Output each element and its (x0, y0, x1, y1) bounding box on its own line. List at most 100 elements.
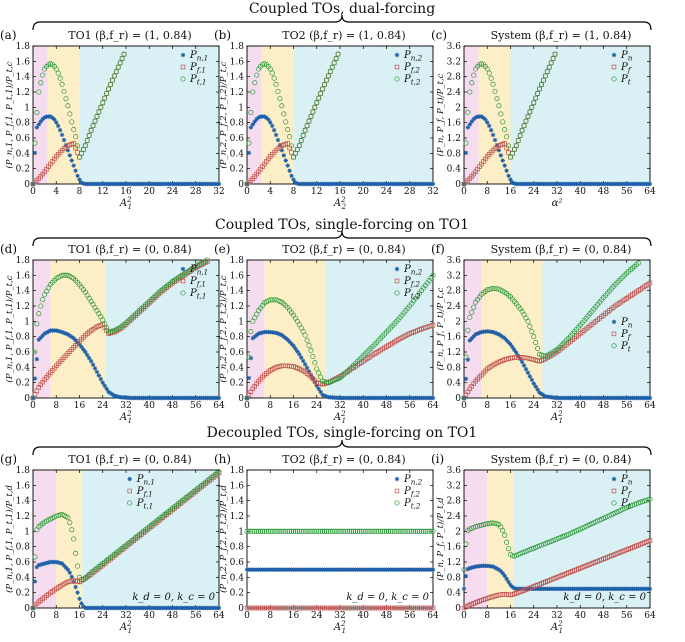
region-3 (105, 260, 219, 398)
x-tick-label: 48 (598, 401, 610, 411)
data-point (265, 528, 271, 534)
data-point (508, 342, 513, 347)
x-tick-label: 40 (575, 611, 587, 621)
data-point (484, 66, 490, 72)
data-point (73, 584, 78, 590)
data-point (413, 528, 419, 534)
data-point (506, 143, 512, 149)
region-3 (82, 470, 219, 608)
x-tick-label: 48 (167, 611, 179, 621)
panel-c: 0 8 16 24 32 40 48 56 64 0 0.4 0.8 1.2 1.6 2 2.4 2.8 3.2 3… (431, 28, 656, 209)
data-point (48, 114, 53, 119)
legend-marker (394, 52, 400, 58)
data-point (523, 366, 529, 372)
region-1 (33, 260, 51, 398)
data-point (513, 143, 519, 149)
data-point (471, 564, 476, 570)
data-point (469, 309, 475, 315)
legend: Pn,2Pf,2Pt,2 (394, 264, 423, 301)
x-tick-label: 24 (167, 187, 179, 197)
data-point (389, 528, 395, 534)
panel-g: 0 8 16 24 32 40 48 56 64 0 0.2 0.4 0.6 0.8 1 1.2 1.4 1.6 1… (0, 452, 225, 635)
legend: Pn,1Pf,1Pt,1 (180, 264, 208, 301)
data-point (281, 528, 287, 534)
x-tick-label: 40 (144, 401, 156, 411)
data-point (525, 318, 531, 324)
y-tick-label: 0.8 (16, 119, 31, 129)
data-point (356, 528, 362, 534)
data-point (331, 528, 337, 534)
data-point (540, 77, 546, 83)
data-point (418, 528, 424, 534)
data-point (36, 122, 42, 127)
data-point (256, 331, 261, 336)
data-point (36, 89, 42, 95)
legend-marker (180, 266, 186, 272)
x-tick-label: 24 (528, 187, 540, 197)
data-point (323, 528, 329, 534)
data-point (297, 352, 302, 357)
x-tick-label: 16 (334, 187, 346, 197)
data-point (121, 51, 127, 57)
data-point (77, 596, 82, 601)
x-tick-label: 8 (484, 187, 490, 197)
data-point (254, 332, 259, 338)
data-point (54, 559, 59, 565)
y-tick-label: 1 (238, 527, 244, 537)
legend-marker (394, 500, 400, 506)
data-point (59, 329, 65, 335)
y-tick-label: 1.8 (16, 42, 31, 52)
panel-letter: (i) (431, 452, 444, 466)
data-point (525, 370, 531, 375)
legend-marker (611, 500, 617, 506)
x-tick-label: 40 (575, 401, 587, 411)
y-tick-label: 3.2 (447, 481, 461, 491)
data-point (465, 327, 471, 333)
data-point (467, 338, 473, 343)
data-point (535, 387, 540, 392)
data-point (69, 574, 74, 580)
data-point (281, 111, 287, 117)
data-point (55, 560, 61, 565)
data-point (492, 286, 498, 292)
data-point (295, 349, 300, 354)
data-point (271, 297, 277, 303)
y-tick-label: 0.8 (16, 333, 31, 343)
data-point (299, 355, 304, 360)
series-p-t-1 (30, 51, 127, 187)
data-point (308, 347, 314, 354)
data-point (102, 95, 108, 101)
data-point (521, 363, 527, 368)
series-p-f-2 (244, 605, 436, 611)
x-tick-label: 32 (334, 611, 345, 621)
row-2-brace (32, 230, 652, 247)
data-point (106, 86, 112, 92)
data-point (506, 546, 512, 552)
x-tick-label: 8 (484, 611, 490, 621)
y-tick-label: 1.4 (16, 73, 31, 83)
data-point (32, 376, 38, 381)
y-tick-label: 1.6 (230, 271, 245, 281)
data-point (281, 334, 287, 339)
data-point (500, 528, 506, 534)
data-point (100, 100, 106, 106)
legend-marker (611, 319, 617, 325)
y-axis-label: (P_n, P_f, P_t)/P_t,c (435, 73, 446, 156)
data-point (488, 286, 494, 292)
data-point (40, 72, 46, 78)
data-point (506, 579, 511, 585)
legend-marker (611, 52, 617, 58)
data-point (320, 528, 326, 534)
data-point (86, 355, 92, 361)
data-point (374, 528, 380, 534)
x-tick-label: 32 (551, 611, 562, 621)
data-point (259, 528, 266, 534)
y-tick-label: 2.4 (447, 302, 462, 312)
data-point (479, 114, 484, 119)
data-point (529, 104, 535, 110)
data-point (30, 395, 36, 401)
x-tick-label: 24 (381, 187, 393, 197)
data-point (469, 80, 475, 86)
legend-marker (394, 476, 400, 482)
